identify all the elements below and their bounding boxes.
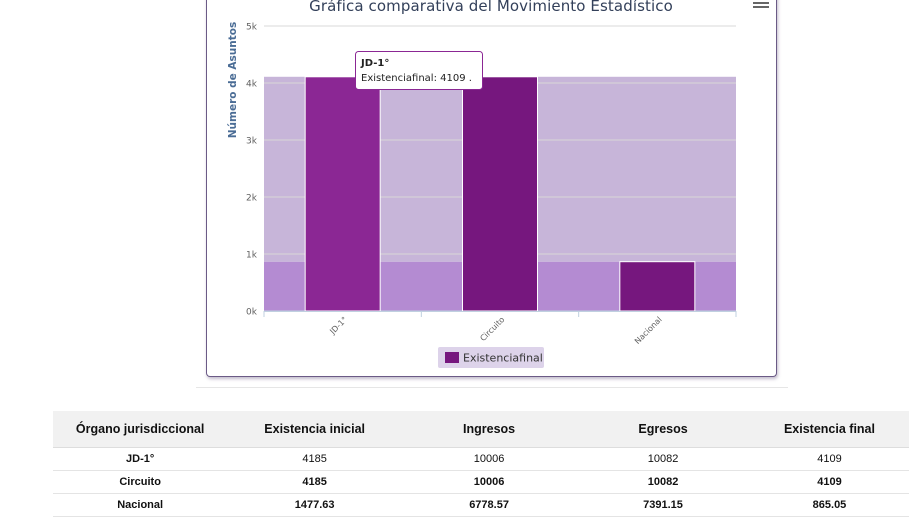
header-existencia-final: Existencia final [749,411,909,448]
legend-swatch [445,352,459,363]
table-cell: 7391.15 [576,493,750,517]
legend[interactable]: Existenciafinal [438,347,544,368]
table-cell: 1477.63 [227,493,403,517]
header-organo: Órgano jurisdiccional [53,411,228,448]
table-cell: 10082 [576,447,750,471]
table-cell: 10006 [402,470,577,494]
y-axis-label: Número de Asuntos [227,22,239,138]
table-row: Nacional 1477.63 6778.57 7391.15 865.05 [53,493,909,517]
table-row: Circuito 4185 10006 10082 4109 [53,470,909,494]
y-tick-label: 3k [246,137,258,147]
legend-label[interactable]: Existenciafinal [463,352,543,365]
table-cell: 4185 [227,470,403,494]
header-existencia-inicial: Existencia inicial [227,411,403,448]
table-cell: 10006 [402,447,577,471]
table-row: JD-1° 4185 10006 10082 4109 [53,447,909,471]
table-cell: Nacional [53,493,228,517]
table-cell: 4109 [749,447,909,471]
bar[interactable] [304,76,381,312]
bar[interactable] [462,76,538,312]
bar-chart: 0k 1k 2k 3k 4k 5k JD-1° Circuito Nacional Númer… [227,22,737,368]
legend-box [438,347,544,368]
table-cell: JD-1° [53,447,228,471]
tooltip: JD-1° Existenciafinal: 4109 . [355,51,483,90]
table-cell: 4185 [227,447,403,471]
y-tick-label: 5k [246,23,258,33]
tooltip-value: Existenciafinal: 4109 . [361,73,472,84]
tooltip-box [355,51,483,90]
table-cell: 10082 [576,470,750,494]
y-tick-label: 0k [246,308,258,318]
chart-menu-icon[interactable] [753,0,769,8]
chart-title: Gráfica comparativa del Movimiento Estad… [309,0,673,15]
table-cell: 6778.57 [402,493,577,517]
y-tick-label: 2k [246,194,258,204]
bar[interactable] [619,261,696,312]
x-tick-label: Nacional [633,315,664,346]
tooltip-header: JD-1° [360,58,389,69]
table-cell: Circuito [53,470,228,494]
divider [196,387,788,388]
y-tick-label: 4k [246,80,258,90]
header-ingresos: Ingresos [402,411,577,448]
table-cell: 4109 [749,470,909,494]
table-cell: 865.05 [749,493,909,517]
x-tick-label: Circuito [478,315,506,343]
stats-table: Órgano jurisdiccional Existencia inicial… [53,411,909,517]
header-egresos: Egresos [576,411,750,448]
x-tick-label: JD-1° [328,315,350,337]
y-tick-label: 1k [246,251,258,261]
